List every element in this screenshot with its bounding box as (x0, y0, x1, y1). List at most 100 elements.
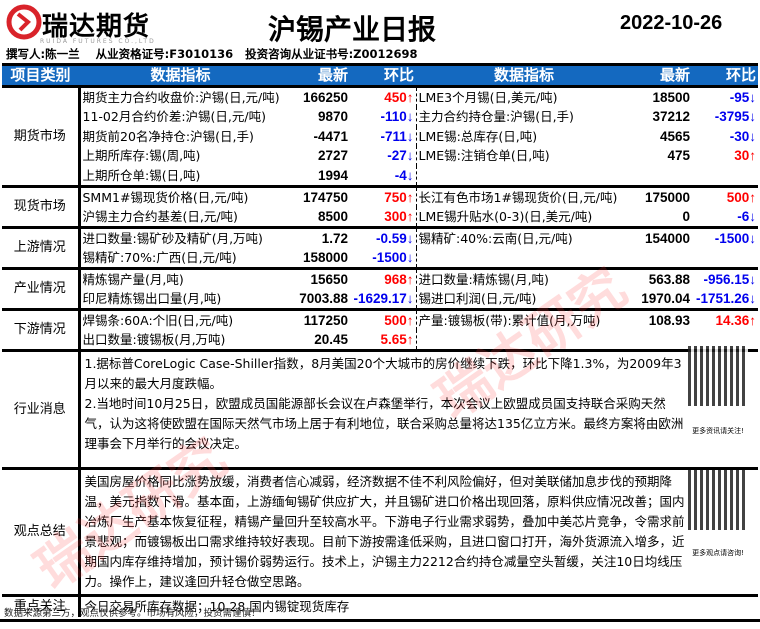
news-text: 1.据标普CoreLogic Case-Shiller指数，8月美国20个大城市… (79, 348, 692, 469)
latest-value: 15650 (282, 266, 350, 289)
change-value: -711↓ (350, 126, 417, 147)
indicator-name: LME3个月锡(日,美元/吨) (416, 85, 632, 107)
report-date: 2022-10-26 (620, 12, 723, 34)
author-info: 撰写人:陈一兰 从业资格证号:F3010136 投资咨询从业证书号:Z00126… (6, 47, 418, 61)
change-value: -27↓ (350, 146, 417, 166)
latest-value: 37212 (652, 109, 690, 125)
indicator-name: 11-02月合约价差:沪锡(日,元/吨) (82, 109, 266, 125)
latest-value: 8500 (317, 208, 348, 224)
indicator-name (416, 166, 632, 187)
table-row: 期货前20名净持仓:沪锡(日,手) -4471 -711↓ LME锡:总库存(日,吨)… (2, 126, 758, 147)
table-header-row: 项目类别 数据指标 最新 环比 数据指标 最新 环比 (2, 63, 758, 87)
latest-value: 174750 (282, 184, 350, 207)
col-category: 项目类别 (2, 63, 79, 87)
indicator-name: SMM1#锡现货价格(日,元/吨) (79, 184, 282, 207)
indicator-name: 锡进口利润(日,元/吨) (418, 290, 537, 306)
latest-value: -4471 (313, 128, 348, 144)
indicator-name: 长江有色市场1#锡现货价(日,元/吨) (416, 184, 632, 207)
change-value: 450↑ (350, 85, 417, 107)
indicator-name: 期货主力合约收盘价:沪锡(日,元/吨) (79, 85, 282, 107)
view-text: 美国房屋价格同比涨势放缓，消费者信心减弱，经济数据不佳不利风险偏好，但对美联储加… (79, 466, 692, 596)
data-table: 项目类别 数据指标 最新 环比 数据指标 最新 环比 期货市场 期货主力合约收盘价… (2, 63, 758, 617)
table-row: 产业情况 精炼锡产量(月,吨) 15650 968↑ 进口数量:精炼锡(月,吨) 563.… (2, 266, 758, 310)
indicator-name: LME锡:注销仓单(日,吨) (418, 148, 550, 164)
change-value: 14.36↑ (692, 307, 758, 330)
change-value: -30↓ (729, 128, 756, 144)
col-indicator: 数据指标 (416, 63, 632, 87)
indicator-name: LME锡:总库存(日,吨) (418, 128, 538, 144)
indicator-name: 出口数量:镀锡板(月,万吨) (82, 331, 226, 347)
indicator-name: 期货前20名净持仓:沪锡(日,手) (82, 128, 254, 144)
change-value: -1629.17↓ (350, 288, 417, 310)
table-row: 现货市场 SMM1#锡现货价格(日,元/吨) 174750 750↑ 长江有色市场1#锡… (2, 184, 758, 228)
change-value: 5.65↑ (350, 329, 417, 351)
change-value: -4↓ (350, 165, 417, 187)
indicator-name (416, 248, 632, 269)
indicator-name: 进口数量:精炼锡(月,吨) (416, 266, 632, 289)
change-value: 750↑ (350, 184, 417, 207)
category-label: 上游情况 (2, 225, 81, 269)
change-value: -0.59↓ (350, 225, 417, 248)
indicator-name: 锡精矿:70%:广西(日,元/吨) (82, 249, 237, 265)
qr-code-view (688, 470, 748, 530)
latest-value: 166250 (282, 85, 350, 107)
table-row: 下游情况 焊锡条:60A:个旧(日,元/吨) 117250 500↑ 产量:镀锡板(带)… (2, 307, 758, 351)
disclaimer-footer: 数据来源第三方，观点仅供参考。市场有风险，投资需谨慎！ (4, 608, 261, 619)
table-row: 11-02月合约价差:沪锡(日,元/吨) 9870 -110↓ 主力合约持仓量:沪锡(… (2, 107, 758, 127)
qr-caption-news: 更多资讯请关注! (692, 427, 744, 435)
latest-value (632, 330, 692, 351)
latest-value: 108.93 (632, 307, 692, 330)
brand-name: 瑞达期货 (42, 12, 151, 42)
latest-value: 175000 (632, 184, 692, 207)
latest-value: 0 (682, 208, 690, 224)
table-row: 沪锡主力合约基差(日,元/吨) 8500 300↑ LME锡升贴水(0-3)(日,美元… (2, 206, 758, 228)
view-row: 观点总结 美国房屋价格同比涨势放缓，消费者信心减弱，经济数据不佳不利风险偏好，但对… (2, 466, 758, 596)
focus-row: 重点关注 今日交易所库存数据；10.28 国内锡锭现货库存 (2, 593, 758, 617)
change-value: -95↓ (692, 85, 758, 107)
table-row: 期货市场 期货主力合约收盘价:沪锡(日,元/吨) 166250 450↑ LME3个月锡… (2, 85, 758, 187)
latest-value: 9870 (317, 109, 348, 125)
indicator-name: LME锡升贴水(0-3)(日,美元/吨) (418, 208, 593, 224)
qr-code-news (688, 346, 748, 406)
latest-value: 154000 (632, 225, 692, 248)
table-row: 上游情况 进口数量:锡矿砂及精矿(月,万吨) 1.72 -0.59↓ 锡精矿:40%:云… (2, 225, 758, 269)
table-row: 锡精矿:70%:广西(日,元/吨) 158000 -1500↓ (2, 247, 758, 269)
change-value: 500↑ (350, 307, 417, 330)
category-label: 重点关注 (2, 593, 81, 617)
category-label: 产业情况 (2, 266, 81, 310)
indicator-name: 产量:镀锡板(带):累计值(月,万吨) (416, 307, 632, 330)
change-value: -956.15↓ (692, 266, 758, 289)
category-label: 行业消息 (2, 348, 81, 469)
page-title: 沪锡产业日报 (268, 13, 437, 46)
table-row: 上期所库存:锡(周,吨) 2727 -27↓ LME锡:注销仓单(日,吨) 475 30↑ (2, 146, 758, 166)
latest-value: 563.88 (632, 266, 692, 289)
latest-value: 475 (667, 148, 690, 164)
indicator-name (416, 330, 632, 351)
brand-english: RUIDA FUTURES CO.,LTD (40, 38, 156, 45)
latest-value: 1994 (317, 167, 348, 183)
change-value: -6↓ (737, 208, 756, 224)
col-latest: 最新 (282, 63, 350, 87)
latest-value: 1970.04 (641, 290, 690, 306)
latest-value (632, 166, 692, 187)
change-value: 968↑ (350, 266, 417, 289)
change-value: -1751.26↓ (695, 290, 756, 306)
latest-value: 158000 (302, 249, 348, 265)
indicator-name: 沪锡主力合约基差(日,元/吨) (82, 208, 238, 224)
indicator-name: 进口数量:锡矿砂及精矿(月,万吨) (79, 225, 282, 248)
indicator-name: 上期所仓单:锡(日,吨) (82, 167, 201, 183)
indicator-name: 上期所库存:锡(周,吨) (82, 148, 201, 164)
col-change: 环比 (350, 63, 416, 87)
change-value (692, 166, 758, 187)
latest-value: 7003.88 (299, 290, 348, 306)
change-value: -1500↓ (692, 225, 758, 248)
col-latest: 最新 (632, 63, 692, 87)
indicator-name: 精炼锡产量(月,吨) (79, 266, 282, 289)
table-row: 印尼精炼锡出口量(月,吨) 7003.88 -1629.17↓ 锡进口利润(日,元/吨… (2, 288, 758, 310)
category-label: 期货市场 (2, 85, 81, 187)
latest-value: 2727 (317, 148, 348, 164)
qr-caption-view: 更多观点请咨询! (692, 549, 744, 557)
change-value: -110↓ (350, 107, 417, 127)
change-value: -1500↓ (350, 247, 417, 269)
latest-value: 18500 (632, 85, 692, 107)
